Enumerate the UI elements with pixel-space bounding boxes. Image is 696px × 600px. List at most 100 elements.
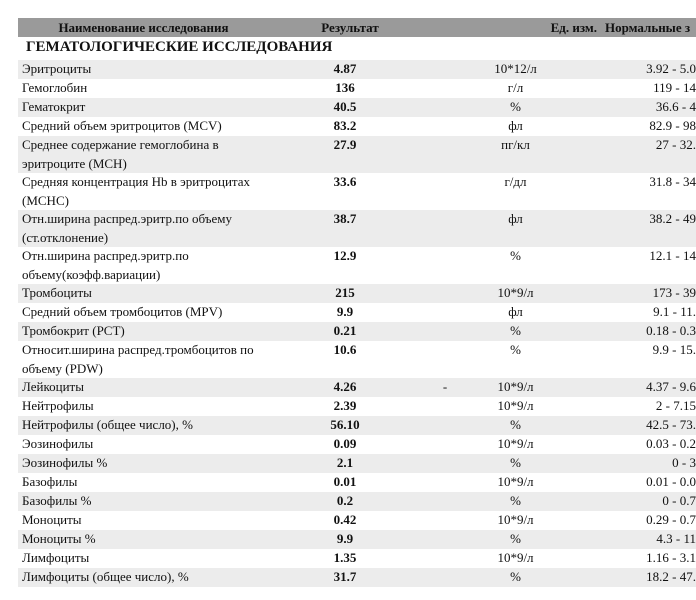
- reference-range: 3.92 - 5.0: [646, 61, 696, 76]
- reference-range: 42.5 - 73.: [646, 417, 696, 432]
- result: 31.7: [333, 569, 357, 584]
- result: 56.10: [330, 417, 360, 432]
- result: 2.39: [333, 398, 357, 413]
- table-row: Гемоглобин 136 г/л 119 - 14: [18, 79, 696, 98]
- table-row: Средний объем эритроцитов (MCV) 83.2 фл 82.…: [18, 117, 696, 136]
- test-name: Относит.ширина распред.тромбоцитов по об…: [22, 342, 254, 376]
- table-row: Базофилы % 0.2% 0 - 0.7: [18, 492, 696, 511]
- unit: 10*9/л: [497, 512, 534, 527]
- header-cell: Ед. изм.: [550, 20, 597, 35]
- test-name: Средний объем тромбоцитов (MPV): [22, 304, 223, 319]
- result: 1.35: [333, 550, 357, 565]
- result: 9.9: [336, 531, 354, 546]
- reference-range: 12.1 - 14: [649, 248, 696, 263]
- test-name: Гемоглобин: [22, 80, 88, 95]
- table-row: Моноциты % 9.9% 4.3 - 11: [18, 530, 696, 549]
- table-row: Эозинофилы % 2.1% 0 - 3: [18, 454, 696, 473]
- test-name: Моноциты %: [22, 531, 96, 546]
- table-row: Нейтрофилы 2.39 10*9/л 2 - 7.15: [18, 397, 696, 416]
- test-name: Лимфоциты (общее число), %: [22, 569, 189, 584]
- unit: г/л: [507, 80, 524, 95]
- result: 27.9: [333, 137, 357, 152]
- result: 0.42: [333, 512, 357, 527]
- reference-range: 9.1 - 11.: [653, 304, 696, 319]
- test-name: Нейтрофилы (общее число), %: [22, 417, 193, 432]
- table-row: Эозинофилы 0.09 10*9/л 0.03 - 0.2: [18, 435, 696, 454]
- test-name: Среднее содержание гемоглобина в эритроц…: [22, 137, 219, 171]
- table-row: Тромбокрит (PCT) 0.21% 0.18 - 0.3: [18, 322, 696, 341]
- reference-range: 4.3 - 11: [656, 531, 696, 546]
- unit: %: [510, 248, 521, 263]
- result: 33.6: [333, 174, 357, 189]
- result: 0.21: [333, 323, 357, 338]
- unit: фл: [508, 118, 523, 133]
- unit: %: [510, 455, 521, 470]
- unit: %: [510, 99, 521, 114]
- test-name: Отн.ширина распред.эритр.по объему(коэфф…: [22, 248, 189, 282]
- test-name: Базофилы: [22, 474, 78, 489]
- table-row: Эритроциты 4.87 10*12/л 3.92 - 5.0: [18, 60, 696, 79]
- result: 0.09: [333, 436, 357, 451]
- reference-range: 38.2 - 49: [649, 211, 696, 226]
- unit: 10*9/л: [497, 379, 534, 394]
- unit: 10*9/л: [497, 474, 534, 489]
- table-header: Наименование исследования Результат Ед. …: [18, 18, 696, 37]
- table-row: Тромбоциты 215 10*9/л 173 - 39: [18, 284, 696, 303]
- reference-range: 0 - 0.7: [662, 493, 696, 508]
- table-row: Лимфоциты (общее число), % 31.7% 18.2 - 47…: [18, 568, 696, 587]
- test-name: Лейкоциты: [22, 379, 84, 394]
- unit: %: [510, 531, 521, 546]
- unit: фл: [508, 304, 523, 319]
- header-cell: Результат: [321, 20, 379, 35]
- flag: -: [442, 379, 448, 394]
- reference-range: 1.16 - 3.1: [646, 550, 696, 565]
- unit: 10*12/л: [494, 61, 537, 76]
- result: 136: [335, 80, 355, 95]
- table-row: Лимфоциты 1.35 10*9/л 1.16 - 3.1: [18, 549, 696, 568]
- table-row: Нейтрофилы (общее число), % 56.10% 42.5 - …: [18, 416, 696, 435]
- section-title: ГЕМАТОЛОГИЧЕСКИЕ ИССЛЕДОВАНИЯ: [26, 39, 333, 55]
- unit: %: [510, 569, 521, 584]
- test-name: Гематокрит: [22, 99, 86, 114]
- unit: %: [510, 323, 521, 338]
- reference-range: 82.9 - 98: [649, 118, 696, 133]
- reference-range: 0.01 - 0.0: [646, 474, 696, 489]
- test-name: Эозинофилы %: [22, 455, 108, 470]
- result: 83.2: [333, 118, 357, 133]
- unit: %: [510, 417, 521, 432]
- reference-range: 0.18 - 0.3: [646, 323, 696, 338]
- unit: %: [510, 342, 521, 357]
- reference-range: 4.37 - 9.6: [646, 379, 696, 394]
- result: 0.2: [336, 493, 354, 508]
- result: 215: [335, 285, 355, 300]
- table-row: Средняя концентрация Hb в эритроцитах (M…: [18, 173, 696, 210]
- table-row: Отн.ширина распред.эритр.по объему(коэфф…: [18, 247, 696, 284]
- test-name: Моноциты: [22, 512, 82, 527]
- result: 10.6: [333, 342, 357, 357]
- unit: 10*9/л: [497, 398, 534, 413]
- test-name: Тромбоциты: [22, 285, 92, 300]
- test-name: Средний объем эритроцитов (MCV): [22, 118, 222, 133]
- reference-range: 0 - 3: [672, 455, 696, 470]
- reference-range: 0.03 - 0.2: [646, 436, 696, 451]
- test-name: Отн.ширина распред.эритр.по объему (ст.о…: [22, 211, 232, 245]
- unit: пг/кл: [501, 137, 530, 152]
- unit: 10*9/л: [497, 550, 534, 565]
- test-name: Средняя концентрация Hb в эритроцитах (M…: [22, 174, 251, 208]
- unit: 10*9/л: [497, 285, 534, 300]
- test-name: Эритроциты: [22, 61, 92, 76]
- test-name: Тромбокрит (PCT): [22, 323, 125, 338]
- reference-range: 0.29 - 0.7: [646, 512, 696, 527]
- unit: г/дл: [504, 174, 527, 189]
- unit: фл: [508, 211, 523, 226]
- header-cell: Нормальные з: [605, 20, 691, 35]
- result: 4.26: [333, 379, 357, 394]
- result: 4.87: [333, 61, 357, 76]
- result: 2.1: [336, 455, 354, 470]
- reference-range: 18.2 - 47.: [646, 569, 696, 584]
- unit: %: [510, 493, 521, 508]
- result: 9.9: [336, 304, 354, 319]
- reference-range: 2 - 7.15: [655, 398, 696, 413]
- reference-range: 119 - 14: [653, 80, 696, 95]
- table-row: Моноциты 0.42 10*9/л 0.29 - 0.7: [18, 511, 696, 530]
